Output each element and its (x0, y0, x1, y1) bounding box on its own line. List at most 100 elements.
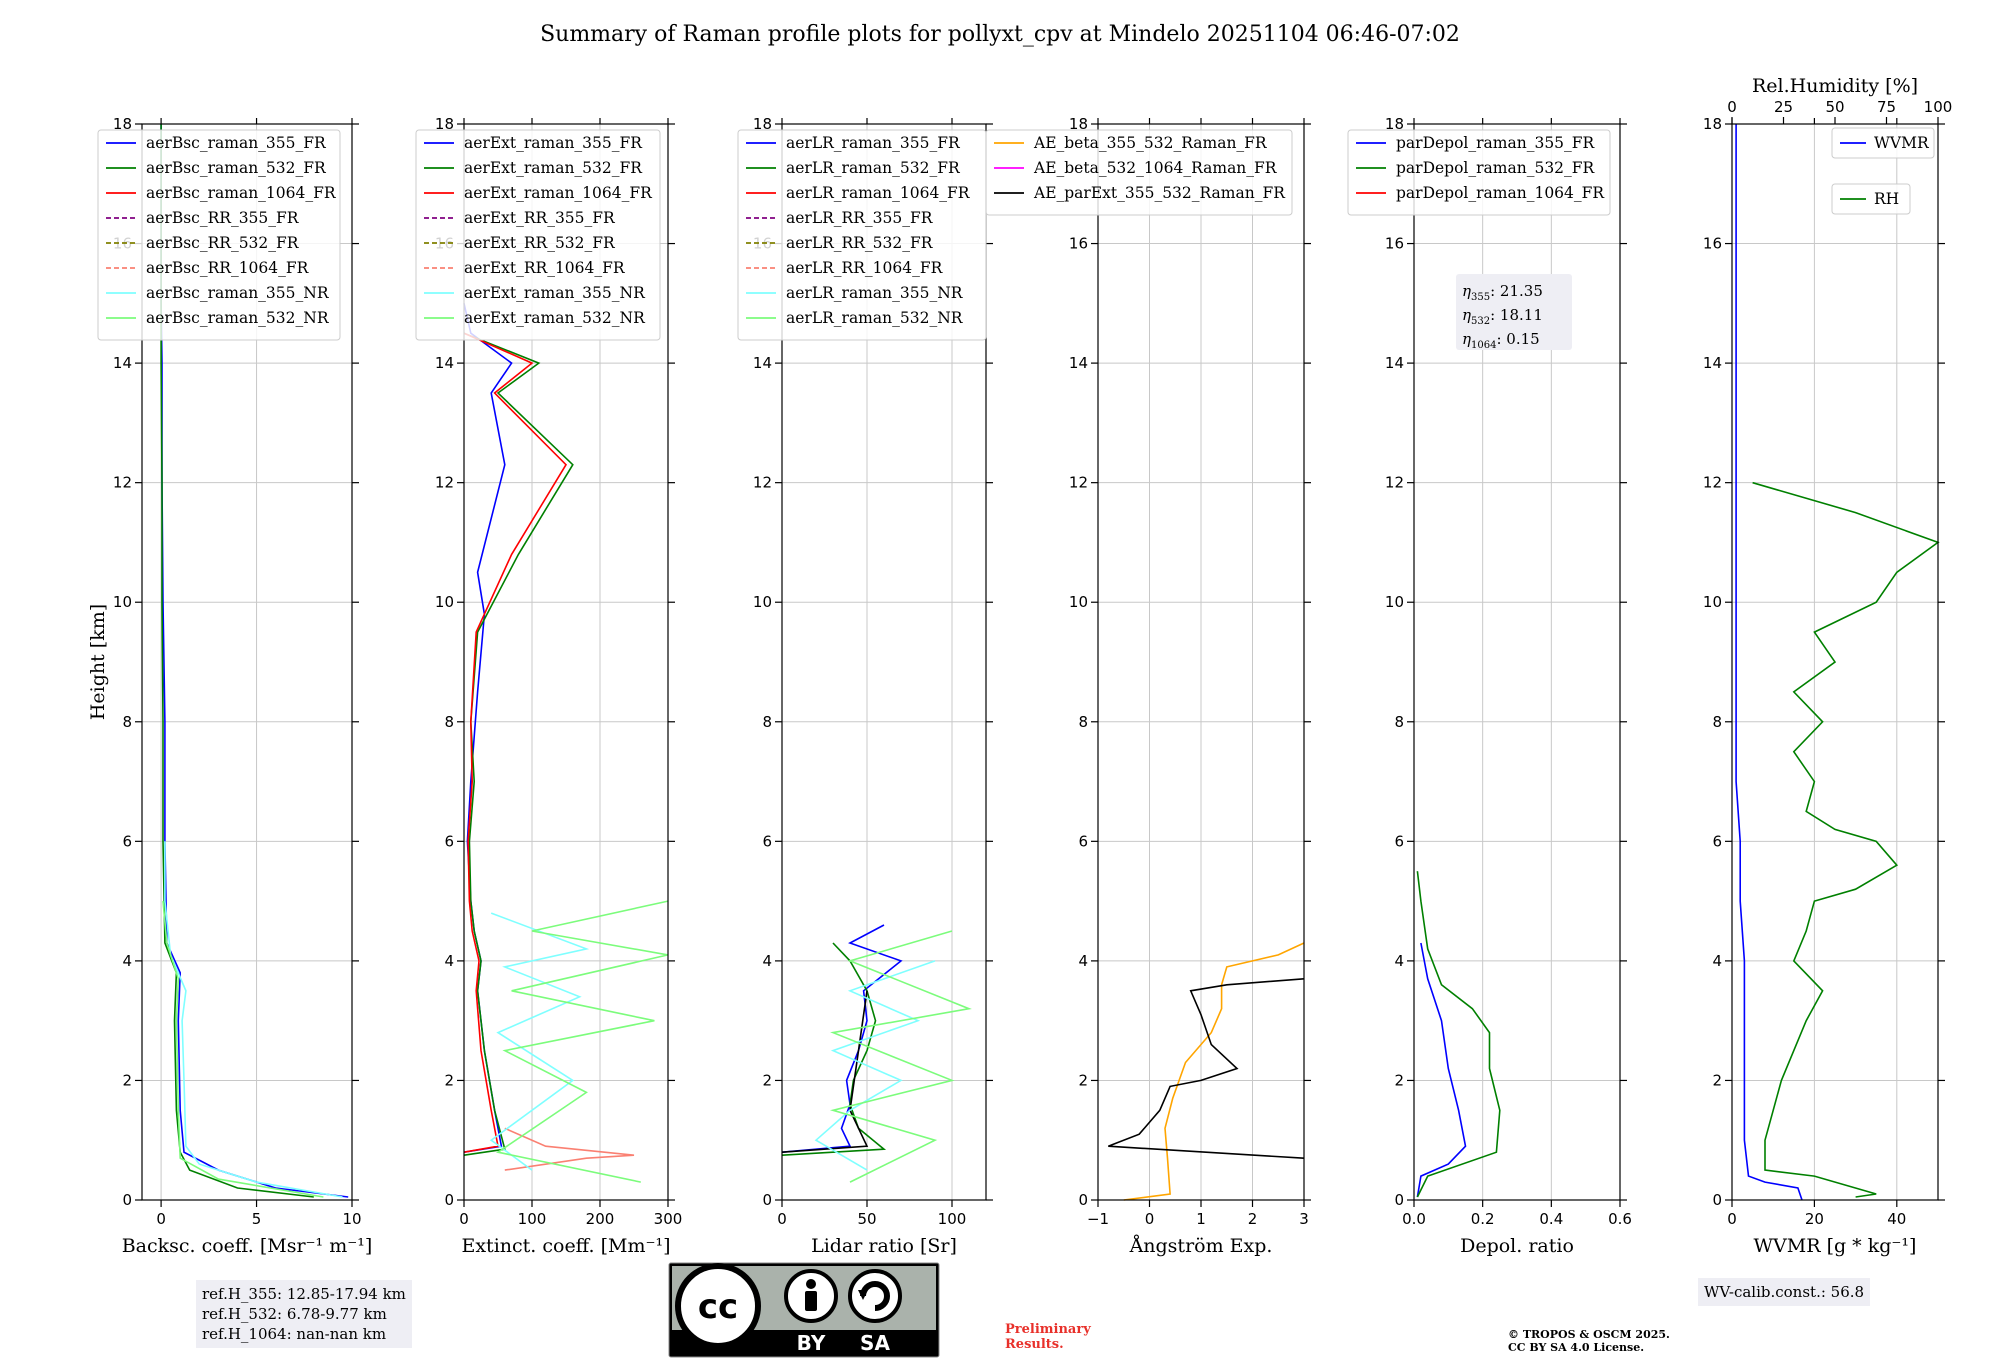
x-tick-label: 0.4 (1539, 1210, 1563, 1228)
y-tick-label: 18 (435, 115, 454, 133)
x-tick-label: 40 (1887, 1210, 1906, 1228)
y-tick-label: 0 (1712, 1191, 1722, 1209)
legend-box (415, 129, 661, 341)
x2-tick-label: 75 (1877, 98, 1896, 116)
x-tick-label: 0 (777, 1210, 787, 1228)
axes-frame (781, 123, 987, 1201)
legend-label: aerExt_raman_355_FR (464, 134, 643, 152)
y-tick-label: 6 (122, 832, 132, 850)
series-line-parDepol_raman_532_FR (1416, 871, 1501, 1198)
y-tick-label: 12 (753, 474, 772, 492)
legend-label: aerBsc_RR_355_FR (146, 209, 300, 227)
x-tick-label: 3 (1299, 1210, 1309, 1228)
x-tick-label: 0 (1727, 1210, 1737, 1228)
x2-tick-label: 25 (1774, 98, 1793, 116)
y-tick-label: 14 (435, 354, 454, 372)
axes-frame (463, 123, 669, 1201)
series-line-aerExt_RR_1064_FR (504, 1127, 635, 1171)
series-group (463, 303, 669, 1183)
annotation-line: η1064: 0.15 (1462, 330, 1540, 351)
y-tick-label: 6 (1078, 832, 1088, 850)
by-label: BY (797, 1331, 826, 1355)
annotation-line: η532: 18.11 (1462, 306, 1543, 327)
series-line-aerLR_raman_532_FR (781, 942, 887, 1156)
series-line-RH (1752, 481, 1940, 1198)
y-tick-label: 0 (762, 1191, 772, 1209)
y-tick-label: 2 (762, 1071, 772, 1089)
y-tick-label: 8 (444, 713, 454, 731)
panel-ext: 0100200300024681012141618Extinct. coeff.… (415, 115, 682, 1257)
y-tick-label: 18 (753, 115, 772, 133)
y-tick-label: 4 (122, 952, 132, 970)
legend: parDepol_raman_355_FR parDepol_raman_532_… (1347, 129, 1611, 216)
x-tick-label: 100 (938, 1210, 967, 1228)
legend-label: AE_beta_532_1064_Raman_FR (1033, 159, 1278, 177)
y-tick-label: 14 (1385, 354, 1404, 372)
legend-box (985, 129, 1293, 216)
series-group (1735, 124, 1940, 1201)
y-tick-label: 8 (122, 713, 132, 731)
legend-label: aerExt_raman_1064_FR (464, 184, 653, 202)
series-group (1416, 871, 1501, 1198)
series-line-aerBsc_raman_532_NR (162, 901, 324, 1198)
y-axis-label: Height [km] (87, 604, 109, 720)
copyright-line-2: CC BY SA 4.0 License. (1508, 1341, 1645, 1354)
legend: WVMR RH (1831, 127, 1935, 215)
y-tick-label: 16 (1385, 235, 1404, 253)
legend-label: aerBsc_raman_355_FR (146, 134, 327, 152)
legend-label: aerBsc_raman_532_NR (146, 309, 330, 327)
y-tick-label: 4 (1712, 952, 1722, 970)
copyright-note: © TROPOS & OSCM 2025. CC BY SA 4.0 Licen… (1508, 1328, 1670, 1354)
sa-share-icon (848, 1269, 902, 1323)
legend-label: aerLR_RR_1064_FR (786, 259, 944, 277)
legend-label: AE_parExt_355_532_Raman_FR (1033, 184, 1286, 202)
series-line-AE_parExt_355_532_Raman_FR (1108, 978, 1305, 1159)
legend-box (1831, 183, 1911, 215)
y-tick-label: 0 (444, 1191, 454, 1209)
x2-tick-label: 50 (1825, 98, 1844, 116)
legend-label: aerBsc_raman_532_FR (146, 159, 327, 177)
y-tick-label: 18 (1703, 115, 1722, 133)
x-tick-label: 2 (1248, 1210, 1258, 1228)
preliminary-line-2: Results. (1005, 1337, 1064, 1352)
y-tick-label: 16 (1703, 235, 1722, 253)
y-tick-label: 6 (1394, 832, 1404, 850)
y-tick-label: 10 (1069, 593, 1088, 611)
legend-label: WVMR (1874, 134, 1930, 152)
series-line-aerBsc_raman_532_FR (160, 124, 314, 1198)
x-tick-label: 0 (459, 1210, 469, 1228)
legend: AE_beta_355_532_Raman_FR AE_beta_532_1064… (985, 129, 1293, 216)
series-line-aerLR_raman_355_NR (814, 960, 936, 1171)
cc-label: cc (698, 1287, 738, 1327)
y-tick-label: 14 (1069, 354, 1088, 372)
x-tick-label: 1 (1196, 1210, 1206, 1228)
x-tick-label: 0 (156, 1210, 166, 1228)
y-tick-label: 2 (444, 1071, 454, 1089)
y-tick-label: 2 (1712, 1071, 1722, 1089)
y-tick-label: 8 (1712, 713, 1722, 731)
y-tick-label: 8 (1394, 713, 1404, 731)
legend-label: aerLR_raman_355_FR (786, 134, 961, 152)
y-tick-label: 12 (113, 474, 132, 492)
axes-frame (1413, 123, 1621, 1201)
y-tick-label: 12 (1069, 474, 1088, 492)
series-group (1108, 942, 1305, 1201)
legend-label: aerLR_raman_355_NR (786, 284, 964, 302)
legend-box (97, 129, 341, 341)
y-tick-label: 10 (1385, 593, 1404, 611)
x-axis-label: Ångström Exp. (1129, 1235, 1273, 1257)
legend-label: aerExt_RR_532_FR (464, 234, 616, 252)
y-tick-label: 12 (435, 474, 454, 492)
legend-label: AE_beta_355_532_Raman_FR (1033, 134, 1268, 152)
y-tick-label: 8 (1078, 713, 1088, 731)
y-tick-label: 18 (1069, 115, 1088, 133)
eta-annotation: η355: 21.35 η532: 18.11 η1064: 0.15 (1456, 274, 1572, 351)
preliminary-line-1: Preliminary (1005, 1322, 1091, 1337)
y-tick-label: 4 (1078, 952, 1088, 970)
series-group (160, 124, 349, 1198)
legend-label: aerLR_raman_532_NR (786, 309, 964, 327)
y-tick-label: 12 (1385, 474, 1404, 492)
legend-label: aerLR_raman_532_FR (786, 159, 961, 177)
series-line-aerLR_raman_1064_FR (781, 990, 869, 1153)
